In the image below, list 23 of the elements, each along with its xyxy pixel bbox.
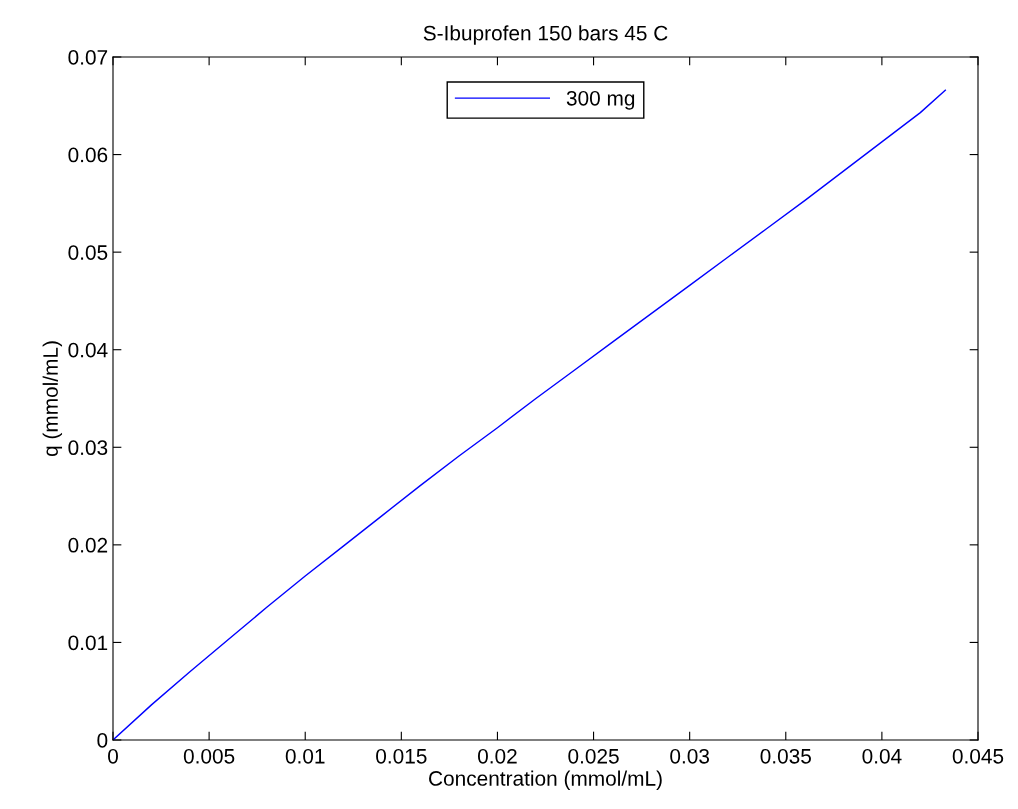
legend-label: 300 mg [566,90,635,110]
y-tick-label: 0.05 [68,245,108,260]
y-tick-label: 0 [97,733,108,748]
chart-title: S-Ibuprofen 150 bars 45 C [423,25,668,45]
line-series [113,89,947,740]
x-tick-label: 0.03 [670,748,710,764]
y-tick-label: 0.06 [68,147,108,163]
y-tick-label: 0.04 [68,342,108,358]
x-tick-label: 0 [108,748,118,764]
y-tick-label: 0.02 [68,537,108,553]
x-tick-label: 0.045 [952,748,1004,764]
y-tick-label: 0.07 [68,50,108,65]
x-tick-label: 0.01 [285,748,325,764]
x-tick-label: 0.02 [477,748,517,764]
x-tick-label: 0.04 [862,748,902,764]
x-tick-label: 0.015 [376,748,427,764]
x-tick-label: 0.035 [760,748,811,764]
y-tick-label: 0.01 [68,635,108,651]
y-axis-title: q (mmol/mL) [42,341,63,457]
x-axis-title: Concentration (mmol/mL) [429,770,662,790]
y-tick-label: 0.03 [68,440,108,456]
x-tick-label: 0.025 [568,748,619,764]
x-tick-label: 0.005 [183,748,235,764]
